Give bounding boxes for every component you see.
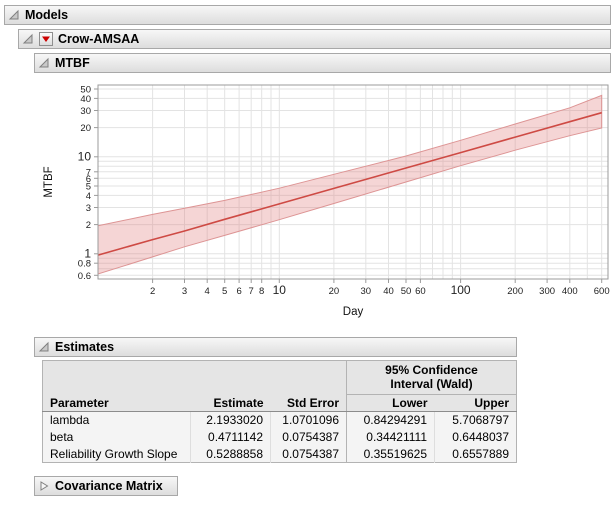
svg-text:50: 50 [80,85,91,96]
svg-text:20: 20 [329,286,340,297]
cell-upper: 0.6448037 [434,428,517,446]
svg-text:60: 60 [415,286,426,297]
mtbf-section: MTBF 2 3 4 5 6 7 8 10 20 30 40 50 60 100 200 300 400 600 0… [34,53,611,330]
svg-text:30: 30 [80,106,91,117]
svg-text:MTBF: MTBF [43,166,55,197]
disclosure-closed-icon[interactable] [38,480,50,492]
table-row: Reliability Growth Slope 0.5288858 0.075… [43,445,517,463]
svg-text:30: 30 [361,286,372,297]
models-header[interactable]: Models [4,5,611,25]
estimates-table: 95% Confidence Interval (Wald) Parameter… [42,360,517,463]
red-triangle-icon [42,36,50,42]
svg-text:300: 300 [539,286,555,297]
cell-parameter: lambda [50,413,90,428]
svg-text:10: 10 [78,149,92,163]
covariance-matrix-header[interactable]: Covariance Matrix [34,475,178,496]
svg-text:2: 2 [150,286,155,297]
table-row: lambda 2.1933020 1.0701096 0.84294291 5.… [43,411,517,429]
covariance-matrix-title: Covariance Matrix [55,478,163,493]
mtbf-plot[interactable]: 2 3 4 5 6 7 8 10 20 30 40 50 60 100 200 300 400 6000.60.8… [36,75,613,327]
svg-text:100: 100 [451,283,471,297]
svg-text:7: 7 [86,167,91,178]
svg-text:6: 6 [86,174,91,185]
svg-text:8: 8 [259,286,264,297]
mtbf-chart-area: 2 3 4 5 6 7 8 10 20 30 40 50 60 100 200 300 400 600 0.6 0.8… [34,73,611,330]
disclosure-open-icon[interactable] [22,33,34,45]
column-header-estimate: Estimate [190,394,271,412]
column-header-upper: Upper [434,394,517,412]
cell-estimate: 2.1933020 [190,411,271,429]
svg-text:3: 3 [86,203,91,214]
confidence-interval-header: 95% Confidence Interval (Wald) [346,360,517,395]
svg-text:600: 600 [594,286,610,297]
crow-amsaa-header[interactable]: Crow-AMSAA [18,29,611,49]
red-triangle-menu-button[interactable] [39,32,53,46]
cell-upper: 5.7068797 [434,411,517,429]
cell-estimate: 0.5288858 [190,445,271,463]
svg-text:4: 4 [205,286,210,297]
cell-parameter: beta [50,429,74,444]
mtbf-title: MTBF [55,56,90,70]
disclosure-open-icon[interactable] [38,341,50,353]
cell-lower: 0.34421111 [346,428,435,446]
svg-text:5: 5 [86,182,91,193]
table-row: beta 0.4711142 0.0754387 0.34421111 0.64… [43,428,517,446]
column-header-lower: Lower [346,394,435,412]
blank-header-cell [42,360,347,395]
svg-text:2: 2 [86,220,91,231]
estimates-title: Estimates [55,340,115,354]
svg-text:1: 1 [84,246,91,260]
svg-text:3: 3 [182,286,187,297]
cell-std-error: 1.0701096 [270,411,347,429]
cell-std-error: 0.0754387 [270,445,347,463]
svg-text:7: 7 [249,286,254,297]
models-title: Models [25,8,69,22]
column-header-parameter: Parameter [42,394,191,412]
svg-text:400: 400 [562,286,578,297]
cell-upper: 0.6557889 [434,445,517,463]
svg-text:0.8: 0.8 [78,259,91,270]
estimates-header[interactable]: Estimates [34,337,517,357]
svg-text:Day: Day [343,306,364,318]
crow-amsaa-section: Crow-AMSAA MTBF 2 3 4 5 6 7 8 10 20 30 40 50 60 100 20… [18,29,611,496]
svg-text:4: 4 [86,191,91,202]
svg-text:50: 50 [401,286,412,297]
cell-std-error: 0.0754387 [270,428,347,446]
svg-text:40: 40 [383,286,394,297]
cell-estimate: 0.4711142 [190,428,271,446]
cell-parameter: Reliability Growth Slope [50,446,178,461]
svg-text:200: 200 [507,286,523,297]
svg-text:6: 6 [236,286,241,297]
cell-lower: 0.84294291 [346,411,435,429]
svg-text:0.6: 0.6 [78,271,91,282]
svg-text:40: 40 [80,94,91,105]
mtbf-header[interactable]: MTBF [34,53,611,73]
estimates-section: Estimates 9 [34,337,517,463]
svg-text:20: 20 [80,123,91,134]
disclosure-open-icon[interactable] [38,57,50,69]
crow-amsaa-title: Crow-AMSAA [58,32,140,46]
cell-lower: 0.35519625 [346,445,435,463]
covariance-matrix-section: Covariance Matrix [34,475,178,496]
disclosure-open-icon[interactable] [8,9,20,21]
svg-text:5: 5 [222,286,227,297]
svg-text:10: 10 [273,283,287,297]
column-header-std-error: Std Error [270,394,347,412]
models-section: Models Crow-AMSAA [4,5,611,496]
